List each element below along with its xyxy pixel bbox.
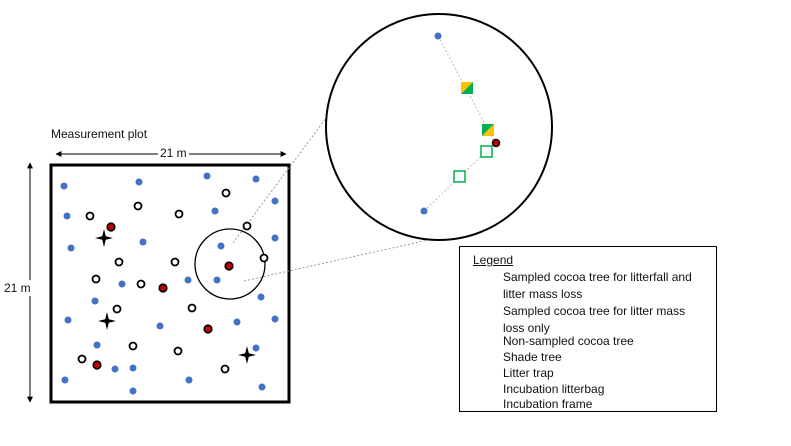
non-sampled-cocoa-tree: [257, 293, 265, 301]
non-sampled-cocoa-tree: [185, 376, 193, 384]
sampled-mass-loss-tree: [112, 304, 122, 314]
non-sampled-cocoa-tree: [61, 376, 69, 384]
zoom-sampled-tree: [491, 138, 501, 148]
sampled-mass-loss-tree: [170, 257, 180, 267]
non-sampled-cocoa-tree: [91, 297, 99, 305]
sampled-litterfall-tree: [158, 283, 168, 293]
non-sampled-cocoa-tree: [211, 207, 219, 215]
non-sampled-cocoa-tree: [213, 276, 221, 284]
plot-title: Measurement plot: [51, 127, 148, 141]
legend-label-sampled-mass-loss: Sampled cocoa tree for litter mass loss …: [503, 304, 686, 335]
non-sampled-cocoa-tree: [64, 316, 72, 324]
zoom-non-sampled-tree-bottom: [420, 207, 428, 215]
non-sampled-cocoa-tree: [67, 244, 75, 252]
sampled-mass-loss-tree: [242, 221, 252, 231]
zoom-circle: [325, 13, 553, 241]
non-sampled-cocoa-tree: [111, 365, 119, 373]
zoom-connector-bottom: [243, 237, 438, 282]
zoom-detail: [420, 32, 501, 215]
sampled-mass-loss-tree: [173, 346, 183, 356]
sampled-mass-loss-tree: [91, 274, 101, 284]
zoom-incubation-bag-frame-lower: [482, 124, 494, 136]
sampled-litterfall-tree: [224, 261, 234, 271]
sampled-mass-loss-tree: [136, 279, 146, 289]
non-sampled-cocoa-tree: [135, 178, 143, 186]
zoom-litter-trap-lower: [453, 170, 466, 183]
non-sampled-cocoa-tree: [184, 276, 192, 284]
sampled-litterfall-tree: [203, 324, 213, 334]
non-sampled-cocoa-tree: [93, 341, 101, 349]
non-sampled-cocoa-tree: [60, 182, 68, 190]
non-sampled-cocoa-tree: [139, 238, 147, 246]
zoom-non-sampled-tree-top: [434, 32, 442, 40]
sampled-mass-loss-tree: [187, 303, 197, 313]
plot-trees: [60, 172, 279, 395]
sampled-litterfall-tree: [92, 360, 102, 370]
non-sampled-cocoa-tree: [252, 175, 260, 183]
legend-label-litterbag: Incubation litterbag: [503, 382, 605, 396]
legend-label-litter-trap: Litter trap: [503, 366, 554, 380]
non-sampled-cocoa-tree: [271, 315, 279, 323]
non-sampled-cocoa-tree: [233, 318, 241, 326]
zoom-incubation-bag-frame-upper: [461, 82, 473, 94]
legend-title: Legend: [473, 253, 514, 267]
zoom-highlight-circle: [194, 228, 266, 300]
non-sampled-cocoa-tree: [217, 242, 225, 250]
legend-label-frame: Incubation frame: [503, 397, 593, 411]
sampled-mass-loss-tree: [220, 364, 230, 374]
non-sampled-cocoa-tree: [271, 197, 279, 205]
non-sampled-cocoa-tree: [129, 387, 137, 395]
non-sampled-cocoa-tree: [271, 234, 279, 242]
sampled-mass-loss-tree: [128, 341, 138, 351]
non-sampled-cocoa-tree: [258, 383, 266, 391]
sampled-mass-loss-tree: [114, 257, 124, 267]
shade-tree-icon: [98, 312, 116, 330]
sampled-mass-loss-tree: [221, 188, 231, 198]
legend-label-sampled-litterfall: Sampled cocoa tree for litterfall and li…: [503, 270, 692, 301]
non-sampled-cocoa-tree: [129, 364, 137, 372]
sampled-litterfall-tree: [106, 222, 116, 232]
non-sampled-cocoa-tree: [118, 280, 126, 288]
sampled-mass-loss-tree: [85, 211, 95, 221]
legend: Legend Sampled cocoa tree for litterfall…: [459, 246, 717, 412]
width-dimension-label: 21 m: [158, 146, 189, 160]
sampled-mass-loss-tree: [174, 209, 184, 219]
shade-tree-icon: [95, 229, 113, 247]
shade-tree-icon: [238, 346, 256, 364]
sampled-mass-loss-tree: [133, 201, 143, 211]
sampled-mass-loss-tree: [77, 354, 87, 364]
non-sampled-cocoa-tree: [252, 344, 260, 352]
non-sampled-cocoa-tree: [203, 172, 211, 180]
zoom-connector-top: [232, 85, 351, 244]
sampled-mass-loss-tree: [259, 253, 269, 263]
non-sampled-cocoa-tree: [156, 322, 164, 330]
plot-boundary: [49, 163, 291, 404]
non-sampled-cocoa-tree: [63, 212, 71, 220]
legend-label-non-sampled: Non-sampled cocoa tree: [503, 334, 634, 348]
height-dimension-label: 21 m: [4, 280, 31, 296]
zoom-litter-trap-upper: [480, 145, 493, 158]
legend-label-shade-tree: Shade tree: [503, 350, 562, 364]
